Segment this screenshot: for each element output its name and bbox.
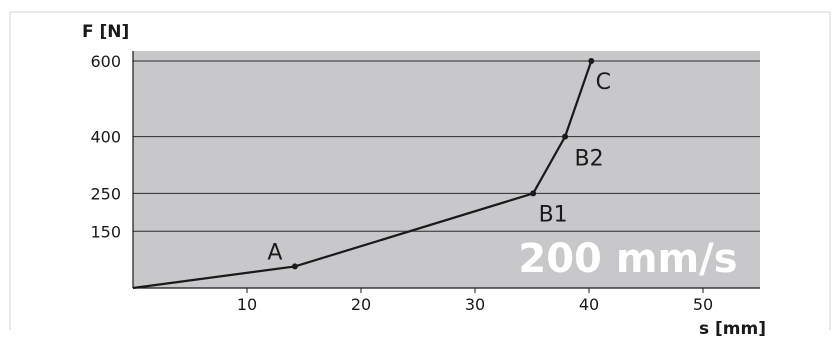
point-label-c: C: [596, 70, 611, 95]
speed-annotation: 200 mm/s: [518, 236, 737, 282]
data-point-b2: [562, 133, 569, 140]
grid-lines: [133, 60, 760, 232]
data-point-b1: [530, 190, 537, 197]
y-tick-label-600: 600: [90, 52, 121, 71]
x-tick-label-30: 30: [465, 295, 485, 314]
x-tick-label-20: 20: [351, 295, 371, 314]
x-tick-label-40: 40: [579, 295, 599, 314]
x-axis-title: s [mm]: [699, 319, 766, 339]
point-label-a: A: [267, 240, 282, 265]
data-point-c: [588, 58, 595, 64]
x-tick-label-10: 10: [237, 295, 257, 314]
plot-area: [133, 51, 760, 288]
point-label-b1: B1: [539, 202, 568, 227]
data-points: [291, 58, 595, 270]
y-tick-labels: 150 250 400 600: [90, 52, 121, 241]
data-point-a: [291, 263, 298, 270]
x-tick-labels: 10 20 30 40 50: [237, 295, 713, 314]
x-tick-label-50: 50: [693, 295, 713, 314]
point-labels: A B1 B2 C: [267, 70, 611, 265]
y-tick-label-250: 250: [90, 184, 121, 203]
y-tick-label-400: 400: [90, 128, 121, 147]
axes: [132, 51, 760, 293]
y-axis-title: F [N]: [82, 22, 129, 42]
point-label-b2: B2: [575, 147, 604, 172]
y-tick-label-150: 150: [90, 222, 121, 241]
